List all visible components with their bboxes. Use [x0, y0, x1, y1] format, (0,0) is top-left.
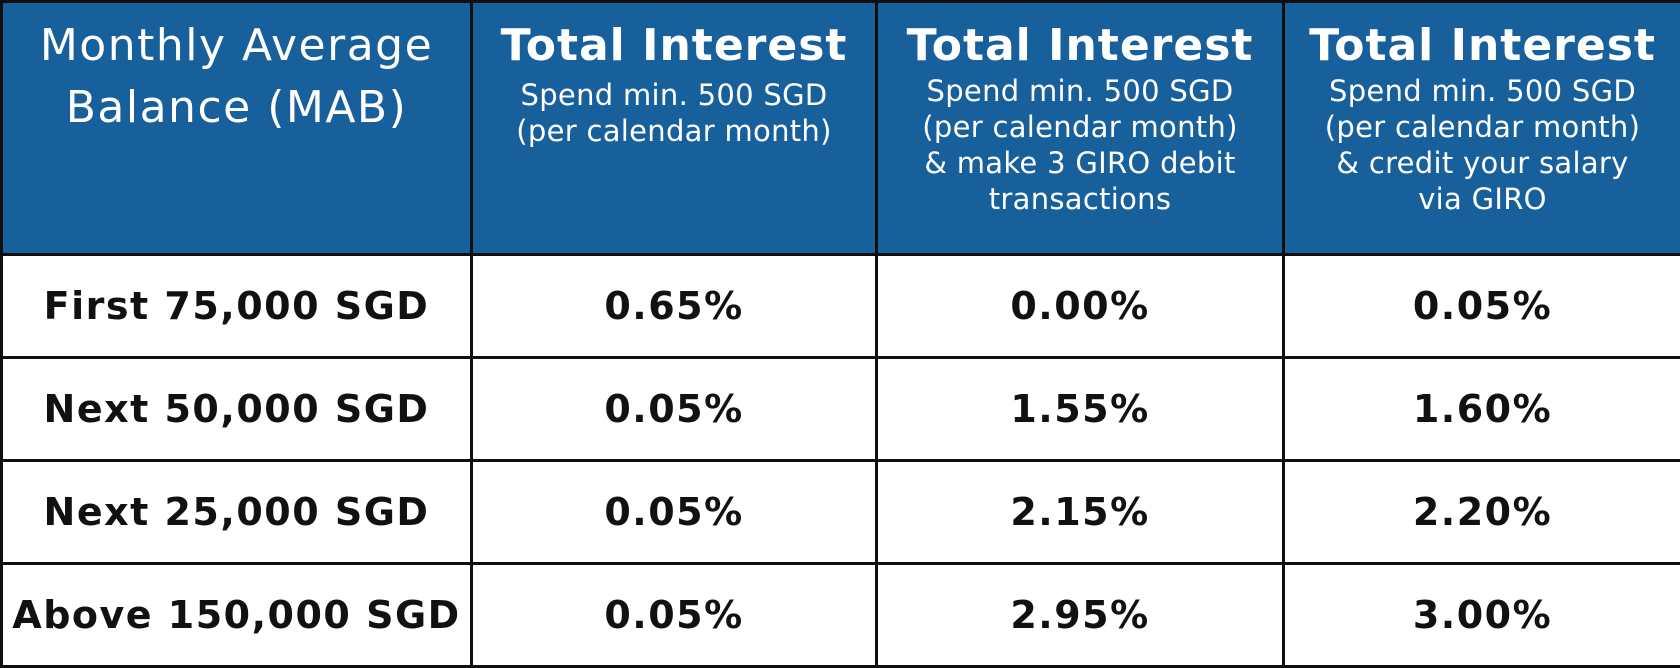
rate-salary-cell: 0.05% [1284, 255, 1680, 358]
header-row: Monthly Average Balance (MAB) Total Inte… [2, 2, 1680, 255]
header-giro-debit-column: Total Interest Spend min. 500 SGD (per c… [877, 2, 1284, 255]
header-salary-column: Total Interest Spend min. 500 SGD (per c… [1284, 2, 1680, 255]
table-row: Next 50,000 SGD 0.05% 1.55% 1.60% [2, 358, 1680, 461]
balance-tier-label: Next 25,000 SGD [2, 461, 472, 564]
rate-spend-cell: 0.05% [472, 461, 877, 564]
rate-giro-debit-cell: 2.15% [877, 461, 1284, 564]
header-spend-title: Total Interest [473, 19, 875, 73]
balance-tier-label: Above 150,000 SGD [2, 564, 472, 667]
rate-salary-cell: 1.60% [1284, 358, 1680, 461]
rate-giro-debit-cell: 1.55% [877, 358, 1284, 461]
table-row: Next 25,000 SGD 0.05% 2.15% 2.20% [2, 461, 1680, 564]
rate-giro-debit-cell: 2.95% [877, 564, 1284, 667]
balance-tier-label: First 75,000 SGD [2, 255, 472, 358]
header-giro-debit-title: Total Interest [878, 19, 1282, 73]
rate-giro-debit-cell: 0.00% [877, 255, 1284, 358]
header-balance-label: Monthly Average Balance (MAB) [3, 15, 470, 139]
header-salary-condition: Spend min. 500 SGD (per calendar month) … [1285, 73, 1680, 217]
rate-salary-cell: 2.20% [1284, 461, 1680, 564]
table-body: First 75,000 SGD 0.65% 0.00% 0.05% Next … [2, 255, 1680, 667]
table-row: Above 150,000 SGD 0.05% 2.95% 3.00% [2, 564, 1680, 667]
header-balance-column: Monthly Average Balance (MAB) [2, 2, 472, 255]
rate-spend-cell: 0.65% [472, 255, 877, 358]
balance-tier-label: Next 50,000 SGD [2, 358, 472, 461]
header-spend-condition: Spend min. 500 SGD (per calendar month) [473, 73, 875, 149]
header-salary-title: Total Interest [1285, 19, 1680, 73]
table-row: First 75,000 SGD 0.65% 0.00% 0.05% [2, 255, 1680, 358]
rate-spend-cell: 0.05% [472, 564, 877, 667]
table-header: Monthly Average Balance (MAB) Total Inte… [2, 2, 1680, 255]
rate-spend-cell: 0.05% [472, 358, 877, 461]
rate-salary-cell: 3.00% [1284, 564, 1680, 667]
header-spend-column: Total Interest Spend min. 500 SGD (per c… [472, 2, 877, 255]
header-giro-debit-condition: Spend min. 500 SGD (per calendar month) … [878, 73, 1282, 217]
